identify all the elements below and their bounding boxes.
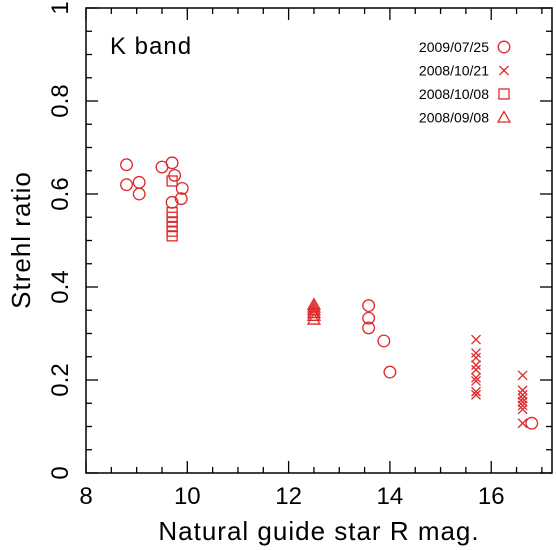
x-tick-label: 16: [478, 483, 505, 510]
y-tick-label: 0: [47, 466, 74, 479]
data-point-x: [517, 389, 528, 400]
data-point-triangle: [306, 305, 322, 319]
data-point-x: [471, 375, 481, 386]
legend-marker-triangle: [496, 110, 512, 123]
data-point-x: [517, 370, 528, 381]
data-point-triangle: [306, 312, 322, 325]
data-point-circle: [120, 158, 133, 172]
legend-marker-circle: [497, 40, 511, 54]
data-point-circle: [383, 365, 397, 379]
data-point-x: [471, 364, 481, 375]
data-point-x: [517, 418, 528, 429]
data-point-triangle: [306, 300, 322, 313]
data-point-x: [471, 348, 481, 358]
data-point-x: [471, 352, 481, 363]
x-tick-label: 12: [275, 483, 302, 510]
data-point-circle: [132, 175, 146, 189]
legend-label: 2008/10/08: [419, 86, 489, 102]
legend-label: 2008/10/21: [419, 63, 489, 79]
legend-label: 2009/07/25: [419, 39, 489, 55]
data-point-x: [517, 404, 528, 415]
x-tick-label: 14: [377, 483, 404, 510]
axis-ticks: [85, 7, 552, 474]
legend-marker-x: [499, 65, 509, 76]
x-axis-title: Natural guide star R mag.: [158, 516, 479, 546]
data-point-x: [517, 393, 528, 404]
data-point-circle: [525, 416, 539, 430]
y-tick-label: 0.4: [47, 270, 74, 303]
data-point-triangle: [306, 308, 322, 321]
y-tick-label: 0.6: [47, 177, 74, 210]
data-point-x: [517, 385, 528, 396]
data-point-square: [166, 230, 178, 242]
data-point-x: [471, 334, 481, 345]
data-point-x: [471, 386, 481, 397]
data-point-circle: [362, 299, 376, 313]
data-point-x: [517, 400, 528, 411]
data-point-circle: [165, 156, 179, 170]
x-tick-label: 10: [174, 483, 201, 510]
data-markers: [120, 156, 539, 430]
data-point-x: [471, 389, 481, 400]
data-point-circle: [362, 321, 376, 335]
legend-marker-square: [498, 88, 510, 100]
axis-tick-labels: 8 10 12 14 16 0 0.2 0.4 0.6 0.8 1: [47, 1, 505, 510]
data-point-x: [471, 372, 481, 383]
data-point-circle: [377, 334, 391, 348]
y-axis-title: Strehl ratio: [6, 171, 36, 309]
data-point-circle: [362, 311, 376, 325]
band-label: K band: [110, 33, 192, 60]
data-point-circle: [175, 181, 189, 195]
data-point-circle: [174, 192, 188, 206]
data-point-x: [471, 360, 481, 371]
data-point-circle: [132, 187, 146, 201]
legend: 2009/07/25 2008/10/21 2008/10/08 2008/09/08: [419, 39, 512, 126]
x-tick-label: 8: [79, 483, 92, 510]
y-tick-label: 1: [47, 1, 74, 14]
legend-label: 2008/09/08: [419, 110, 489, 126]
data-point-circle: [120, 178, 133, 192]
y-tick-label: 0.2: [47, 363, 74, 396]
data-point-x: [517, 396, 528, 407]
y-tick-label: 0.8: [47, 84, 74, 117]
data-point-square: [166, 175, 178, 187]
